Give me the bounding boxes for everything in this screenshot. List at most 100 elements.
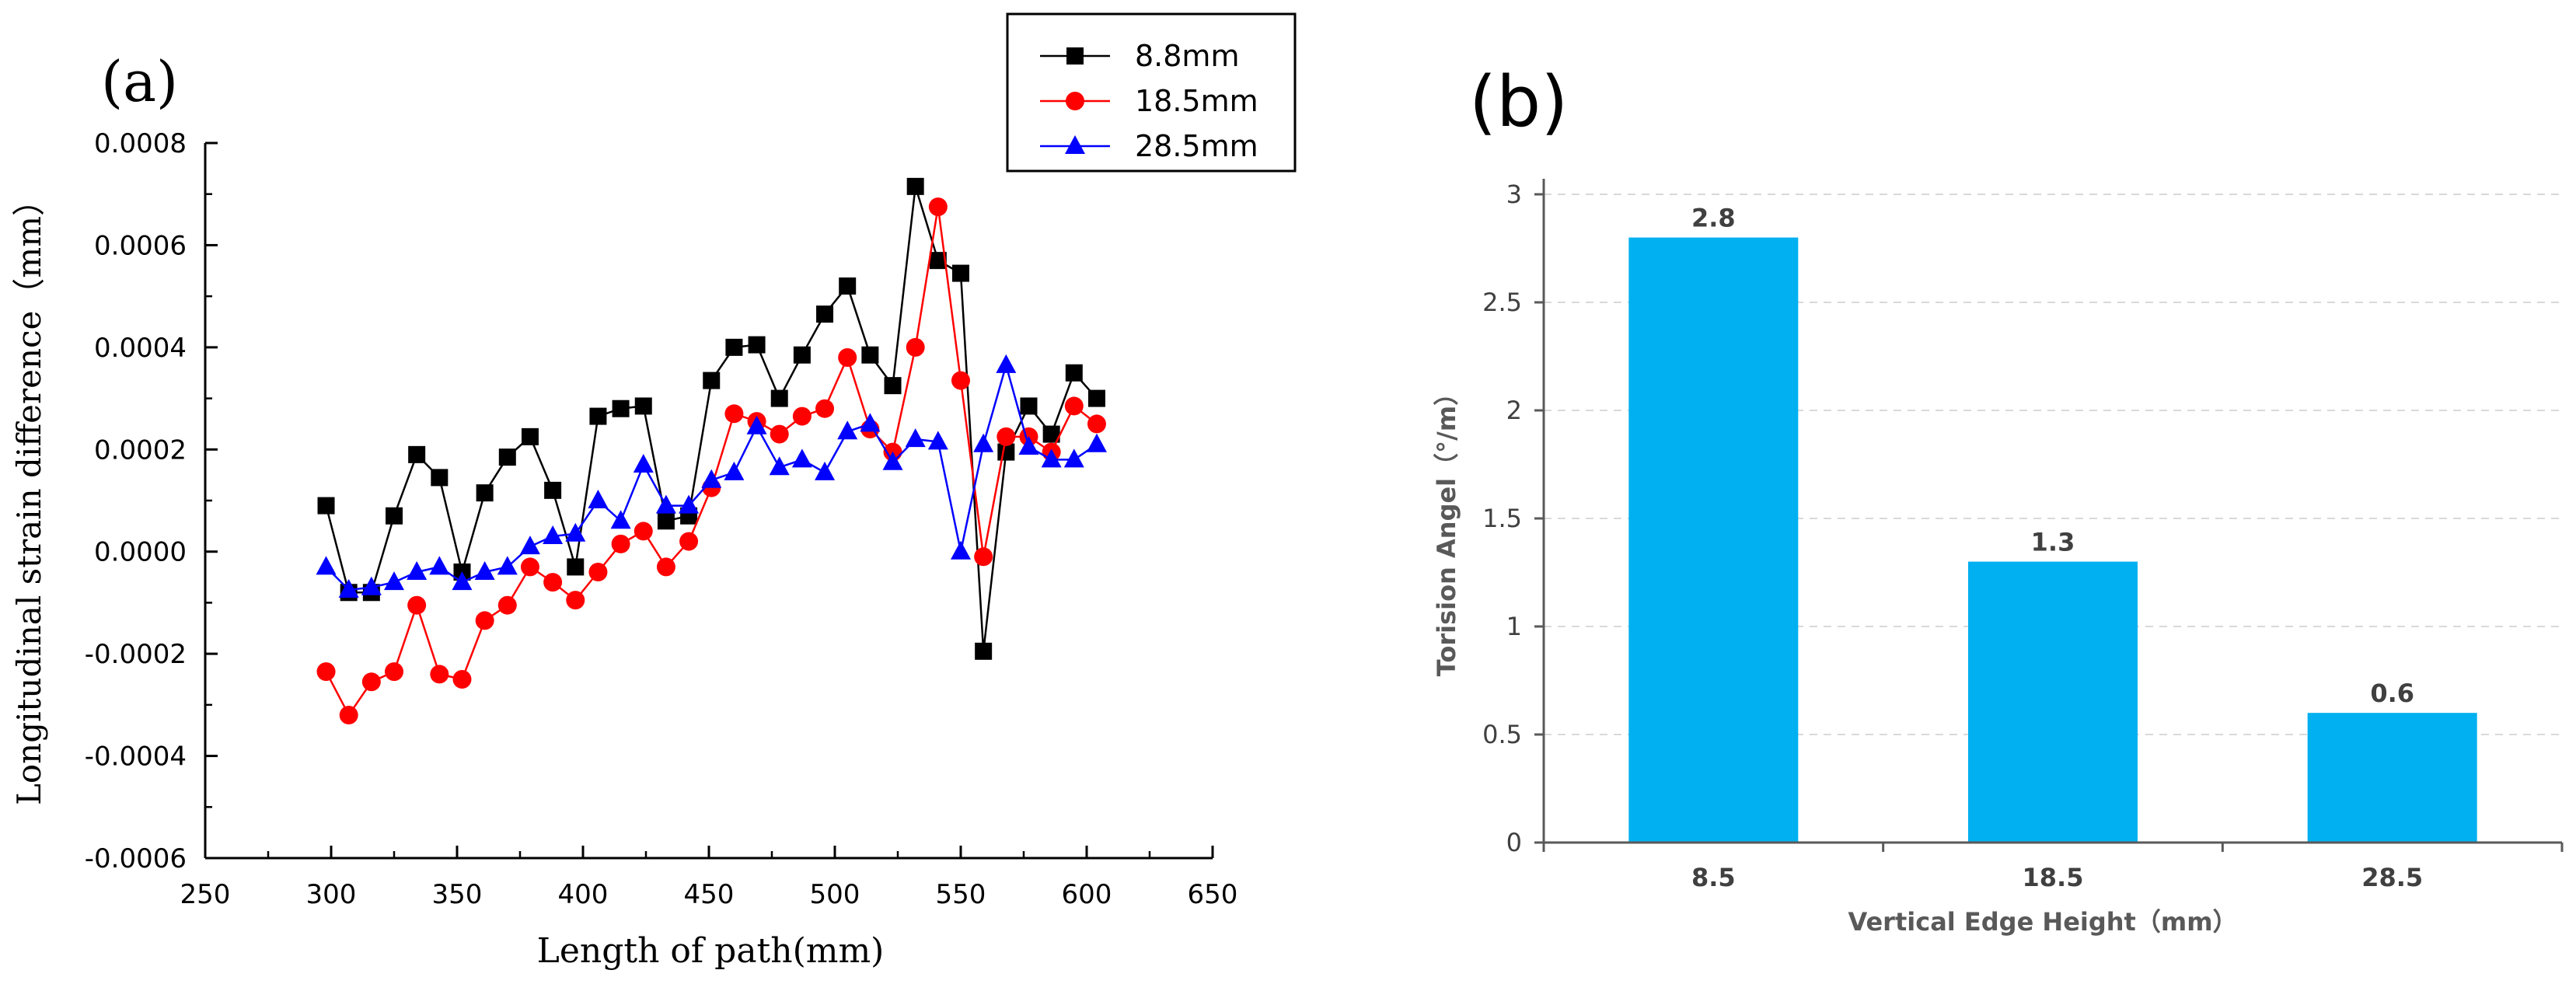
bar-value-label: 0.6 [2370,679,2414,708]
series-line-8-8mm [325,186,1098,652]
data-point-8-8mm [1020,397,1038,415]
legend-label-18-5mm: 18.5mm [1135,84,1258,118]
bar-chart-y-tick-label: 2 [1506,396,1522,425]
data-point-18-5mm [770,424,789,444]
legend-entry-28-5mm: 28.5mm [1040,129,1258,163]
data-point-18-5mm [951,371,970,390]
data-point-8-8mm [1087,389,1105,407]
bar-chart-axes [1534,179,2564,852]
data-point-28-5mm [996,354,1017,373]
data-point-28-5mm [338,579,359,598]
data-point-18-5mm [452,670,472,689]
bar-chart-y-tick-label: 2.5 [1482,288,1522,317]
data-point-18-5mm [588,563,608,581]
panel-b-label: (b) [1469,61,1568,143]
data-point-28-5mm [1018,436,1039,455]
line-chart-y-axis-label: Longitudinal strain difference（mm） [10,183,48,805]
data-point-8-8mm [498,448,516,466]
bar-chart-y-tick-label: 0 [1506,828,1522,857]
series-28-5mm [316,354,1107,598]
line-chart-legend: 8.8mm 18.5mm 28.5mm [1006,12,1297,173]
bar-chart-x-axis-label: Vertical Edge Height（mm） [1848,907,2237,937]
data-point-8-8mm [816,305,834,323]
data-point-28-5mm [973,433,994,452]
data-point-8-8mm [839,277,857,295]
line-chart-axes [204,141,1214,860]
data-point-28-5mm [543,525,564,544]
data-point-28-5mm [519,536,540,555]
data-point-8-8mm [657,512,675,530]
data-point-28-5mm [565,522,586,542]
data-point-28-5mm [701,469,722,488]
data-point-8-8mm [476,484,494,502]
data-point-8-8mm [793,346,811,364]
data-point-28-5mm [497,556,518,575]
legend-box [1006,12,1297,173]
data-point-8-8mm [884,377,902,395]
data-point-28-5mm [474,561,495,580]
data-point-8-8mm [770,389,788,407]
data-point-18-5mm [974,547,993,567]
bar-8.5 [1628,237,1799,843]
line-chart-x-tick-label: 400 [558,879,609,910]
legend-marker-8-8mm [1066,47,1084,65]
data-point-18-5mm [906,337,925,357]
data-point-18-5mm [430,665,449,684]
data-point-28-5mm [588,490,609,508]
legend-marker-28-5mm [1065,135,1085,154]
bar-chart-x-tick-label: 28.5 [2361,863,2423,892]
data-point-8-8mm [521,427,539,445]
bar-chart-y-tick-label: 0.5 [1482,720,1522,749]
line-chart-series-group [316,177,1107,724]
line-chart-x-tick-label: 600 [1062,879,1112,910]
data-point-8-8mm [386,507,403,525]
line-chart-x-tick-label: 350 [432,879,483,910]
line-chart-y-tick-label: 0.0006 [94,230,187,261]
data-point-18-5mm [339,706,358,724]
data-point-28-5mm [724,461,745,480]
bar-chart-y-tick-label: 1 [1506,612,1522,641]
data-point-18-5mm [679,532,699,551]
line-chart-y-tick-label: -0.0002 [85,639,187,670]
data-point-28-5mm [769,456,790,476]
panel-a-label: (a) [101,49,178,114]
data-point-8-8mm [317,497,335,515]
line-chart-x-tick-label: 250 [180,879,231,910]
data-point-28-5mm [837,420,858,440]
data-point-28-5mm [1063,448,1084,468]
line-chart-x-axis-label: Length of path(mm) [537,931,885,971]
bar-chart-x-tick-label: 8.5 [1691,863,1736,892]
data-point-18-5mm [1064,396,1084,416]
data-point-18-5mm [815,399,835,418]
data-point-8-8mm [634,397,652,415]
data-point-8-8mm [1065,364,1083,382]
data-point-18-5mm [838,348,857,367]
data-point-28-5mm [384,571,404,591]
data-point-18-5mm [497,595,517,615]
line-chart-y-tick-label: 0.0000 [94,537,187,568]
data-point-28-5mm [316,556,337,575]
data-point-18-5mm [385,662,403,682]
data-point-18-5mm [566,591,585,610]
bar-chart-y-tick-label: 1.5 [1482,504,1522,533]
bar-chart-bars [1628,237,2477,843]
bar-chart-y-tick-label: 3 [1506,180,1522,209]
line-chart-y-tick-labels: -0.0006 -0.0004 -0.0002 0.0000 0.0002 0.0004 0… [85,128,187,874]
legend-marker-18-5mm [1066,92,1084,110]
line-chart-x-tick-label: 450 [684,879,735,910]
data-point-18-5mm [361,672,381,692]
bar-chart-x-tick-label: 18.5 [2023,863,2084,892]
data-point-28-5mm [679,494,700,514]
data-point-8-8mm [906,177,924,195]
line-chart-x-tick-label: 650 [1188,879,1238,910]
data-point-28-5mm [746,415,767,434]
line-chart-y-tick-label: 0.0008 [94,128,187,159]
line-chart-y-tick-label: 0.0002 [94,434,187,466]
line-chart-x-tick-label: 550 [936,879,986,910]
data-point-8-8mm [1042,425,1060,443]
legend-label-8-8mm: 8.8mm [1135,39,1239,73]
data-point-28-5mm [815,461,836,480]
data-point-18-5mm [928,197,948,217]
data-point-18-5mm [1087,414,1106,434]
